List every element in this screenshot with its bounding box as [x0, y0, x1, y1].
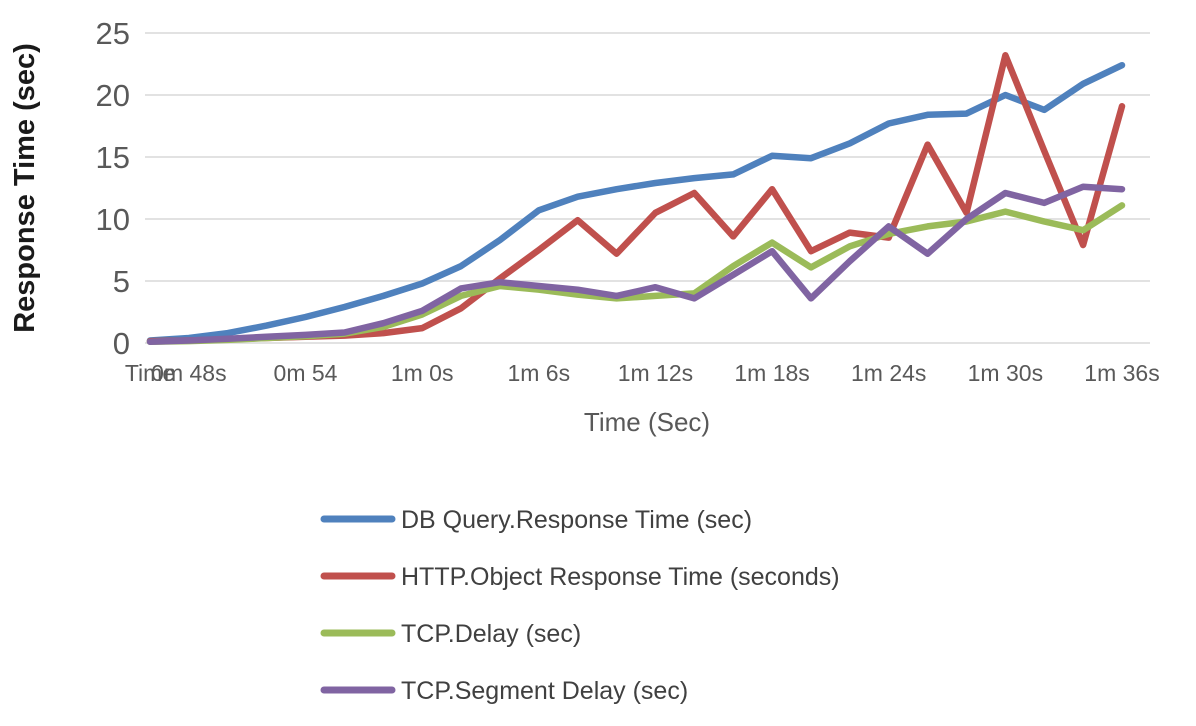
y-tick-label: 15 — [96, 140, 130, 175]
legend-label-db-query-response-time-sec: DB Query.Response Time (sec) — [401, 506, 752, 534]
plot-series — [146, 52, 1126, 346]
y-tick-label: 10 — [96, 202, 130, 237]
x-tick-label-1m-30s: 1m 30s — [968, 360, 1043, 386]
x-tick-label-0m-48s: 0m 48s — [151, 360, 226, 386]
legend-label-tcp-segment-delay-sec: TCP.Segment Delay (sec) — [401, 677, 688, 705]
y-tick-label: 20 — [96, 78, 130, 113]
series-line-db-query-response-time-sec — [146, 61, 1126, 344]
x-tick-label-1m-6s: 1m 6s — [507, 360, 570, 386]
x-tick-label-1m-0s: 1m 0s — [391, 360, 454, 386]
legend-item-db-query-response-time-sec: DB Query.Response Time (sec) — [320, 506, 752, 534]
legend: DB Query.Response Time (sec) HTTP.Object … — [320, 506, 840, 705]
x-tick-label-1m-12s: 1m 12s — [618, 360, 693, 386]
x-tick-label-0m-54: 0m 54 — [274, 360, 338, 386]
legend-item-http-object-response-time-seconds: HTTP.Object Response Time (seconds) — [320, 563, 840, 591]
x-tick-label-1m-24s: 1m 24s — [851, 360, 926, 386]
y-tick-label: 25 — [96, 16, 130, 51]
legend-item-tcp-delay-sec: TCP.Delay (sec) — [320, 620, 581, 648]
series-line-tcp-segment-delay-sec — [146, 183, 1126, 346]
y-tick-label: 5 — [113, 264, 130, 299]
y-tick-label: 0 — [113, 326, 130, 361]
y-axis-title: Response Time (sec) — [9, 43, 41, 333]
legend-label-tcp-delay-sec: TCP.Delay (sec) — [401, 620, 581, 648]
y-tick-labels: 0 5 10 15 20 25 — [96, 16, 130, 361]
x-tick-label-time: Time — [125, 360, 175, 386]
legend-label-http-object-response-time-seconds: HTTP.Object Response Time (seconds) — [401, 563, 840, 591]
legend-item-tcp-segment-delay-sec: TCP.Segment Delay (sec) — [320, 677, 688, 705]
x-tick-label-1m-36s: 1m 36s — [1084, 360, 1159, 386]
x-axis-title: Time (Sec) — [584, 407, 710, 437]
x-tick-label-1m-18s: 1m 18s — [734, 360, 809, 386]
